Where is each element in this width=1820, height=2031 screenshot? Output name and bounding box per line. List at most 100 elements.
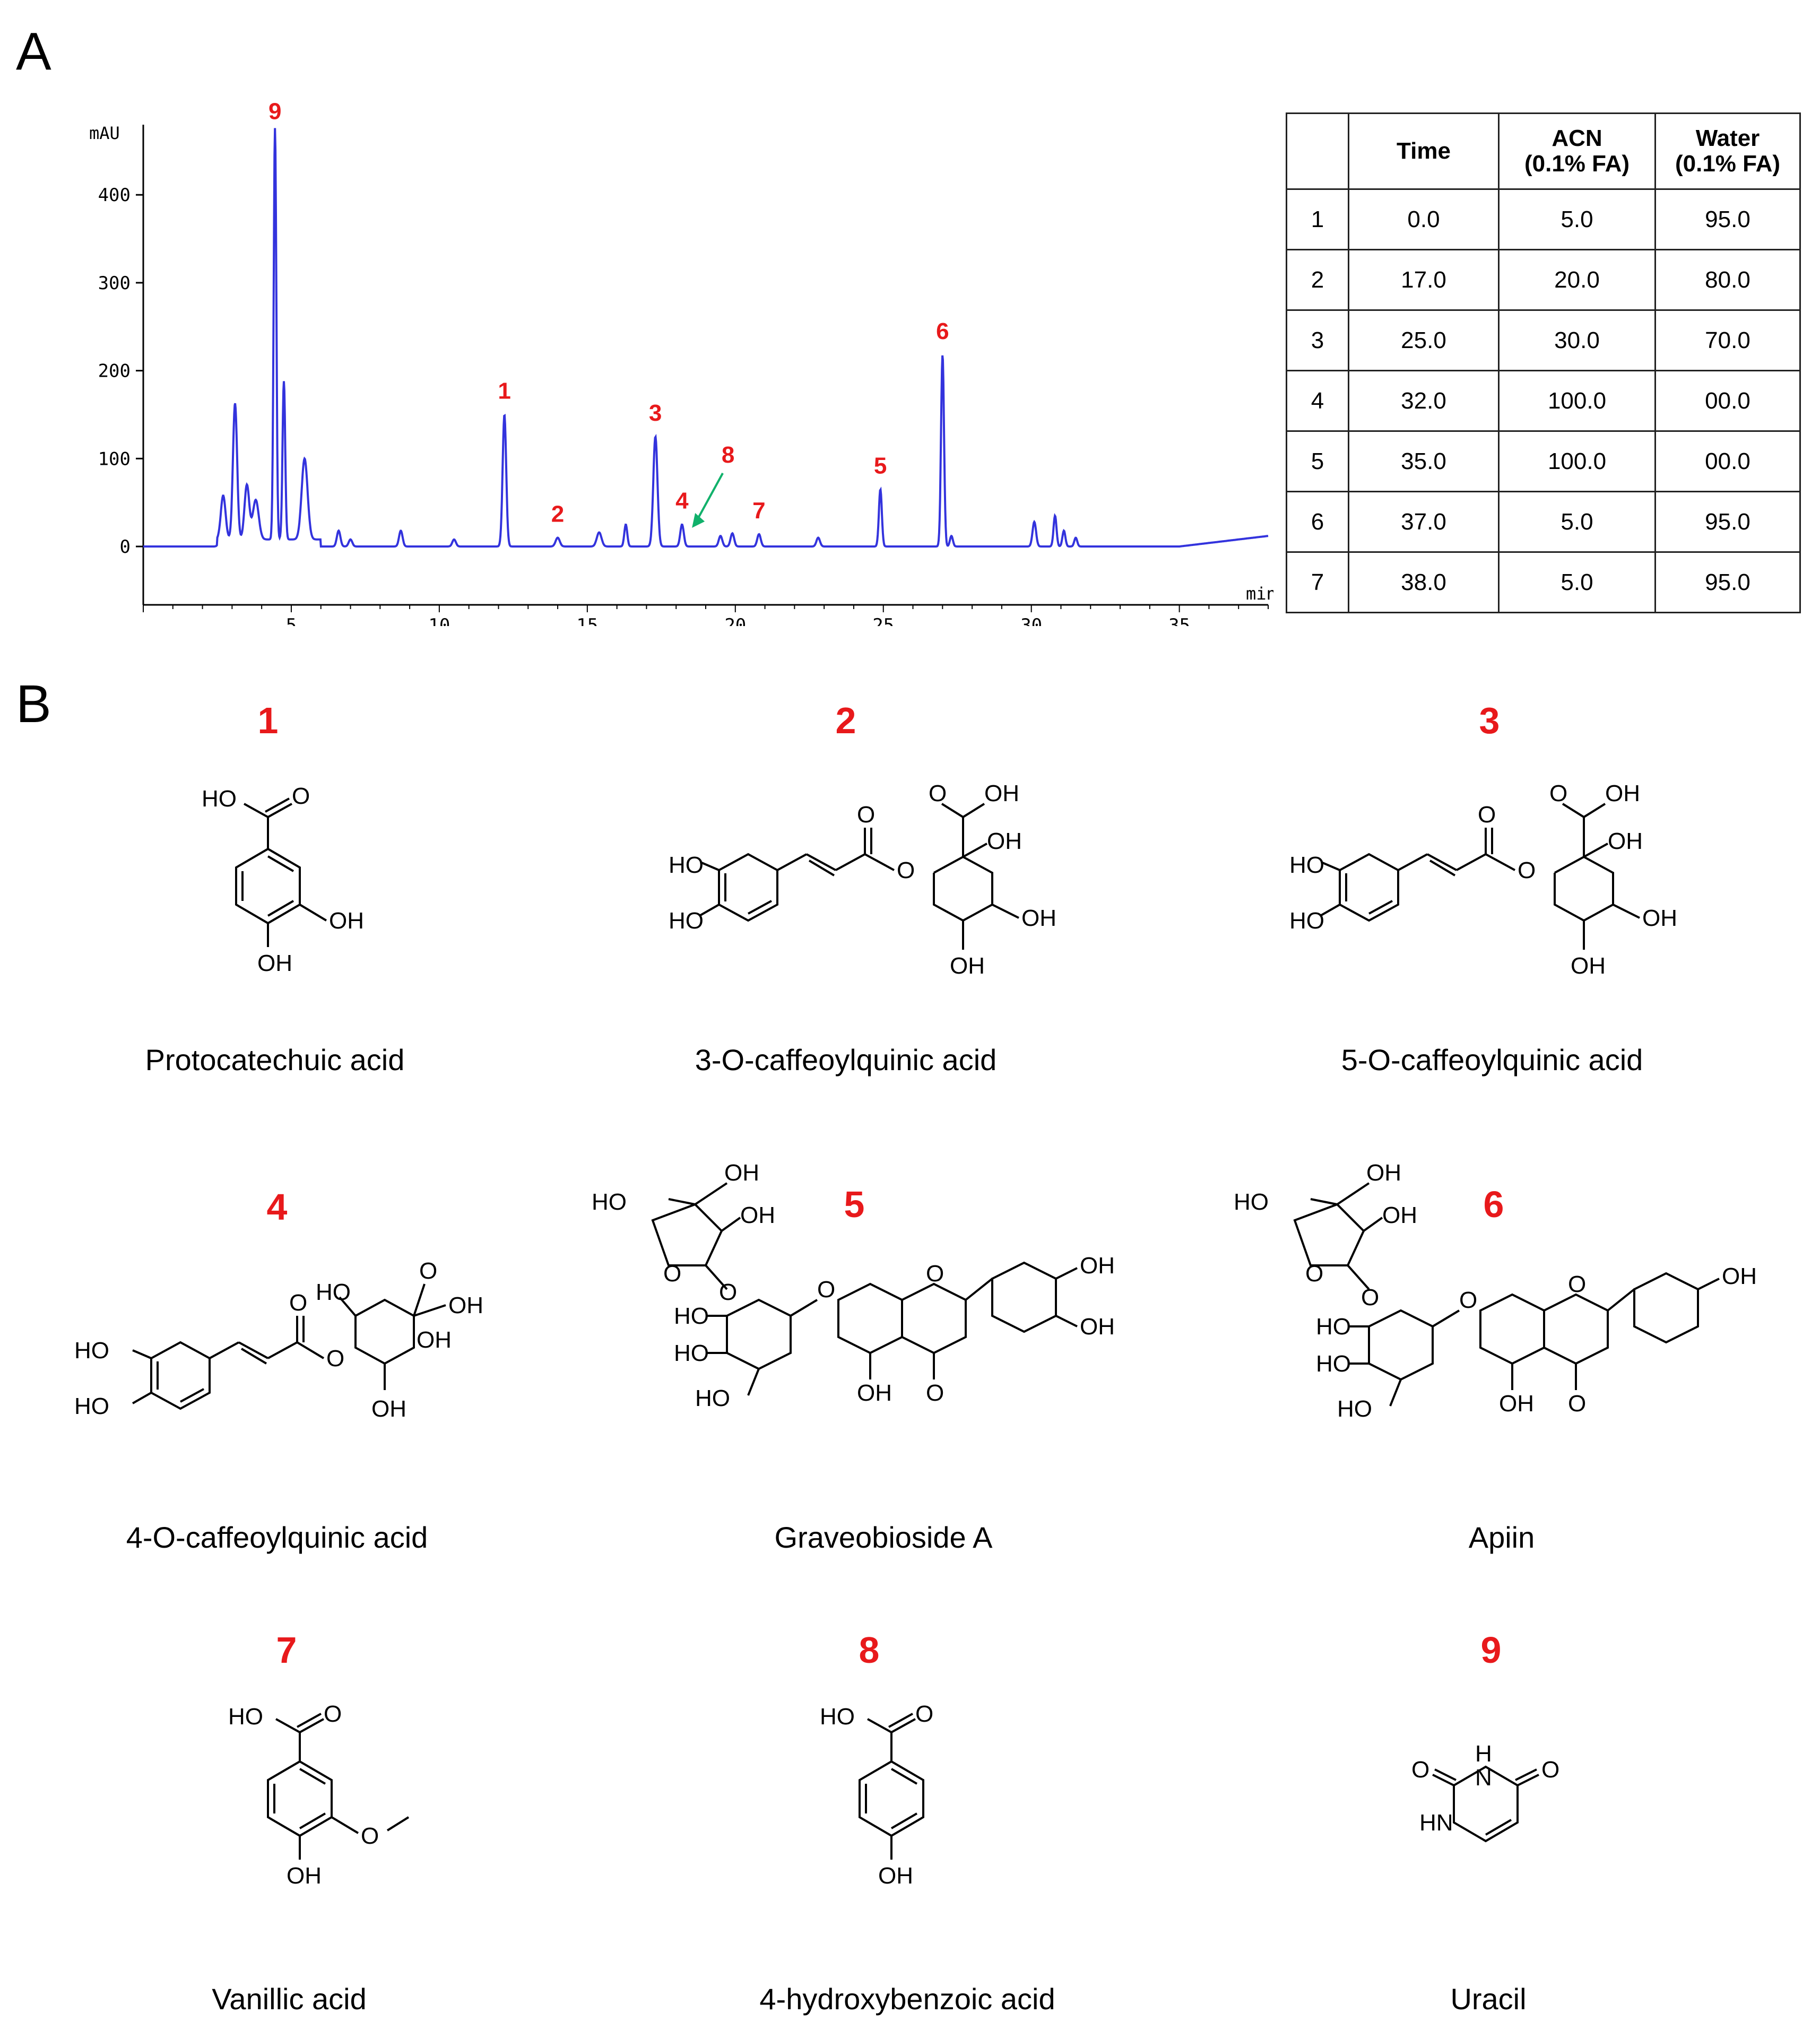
compound-number: 6: [1483, 1184, 1504, 1225]
atom-label: O: [926, 1380, 944, 1406]
atom-label: OH: [1021, 905, 1056, 931]
atom-label: OH: [1571, 953, 1606, 979]
table-cell: 5.0: [1498, 551, 1656, 613]
atom-label: OH: [1605, 780, 1640, 806]
compound-name: Protocatechuic acid: [145, 1043, 405, 1077]
peak-label: 7: [752, 498, 765, 524]
atom-label: O: [1305, 1261, 1323, 1287]
compound-name: Vanillic acid: [212, 1982, 367, 2016]
y-tick-label: 300: [98, 273, 131, 294]
table-cell: 1: [1286, 188, 1349, 250]
x-tick-label: 10: [428, 615, 450, 626]
x-axis-label: min: [1246, 584, 1273, 604]
compound-name: 5-O-caffeoylquinic acid: [1341, 1043, 1643, 1077]
atom-label: O: [817, 1277, 835, 1303]
table-row: 2 17.0 20.0 80.0: [1286, 249, 1801, 311]
y-axis-label: mAU: [89, 123, 120, 143]
table-cell: 37.0: [1348, 491, 1500, 553]
peak-label: 6: [936, 318, 949, 344]
table-cell: 35.0: [1348, 430, 1500, 492]
atom-label: O: [1518, 857, 1536, 883]
table-cell: 3: [1286, 309, 1349, 371]
atom-label: HO: [695, 1385, 730, 1411]
compound-name: Graveobioside A: [774, 1521, 993, 1554]
panel-label-a: A: [16, 22, 51, 81]
table-cell: 80.0: [1654, 249, 1801, 311]
structure-uracil: H N O O HN: [1411, 1741, 1559, 1843]
atom-label: O: [719, 1279, 737, 1305]
table-cell: 0.0: [1348, 188, 1500, 250]
compound-number: 7: [276, 1629, 297, 1671]
atom-label: O: [897, 857, 915, 883]
atom-label: HO: [1289, 852, 1324, 878]
compound-number: 3: [1479, 700, 1500, 741]
y-tick-label: 0: [120, 536, 131, 558]
structure-protocatechuic-acid: HO O OH OH: [202, 783, 364, 976]
table-cell: 32.0: [1348, 370, 1500, 432]
atom-label: HO: [820, 1704, 855, 1730]
table-cell: 5.0: [1498, 188, 1656, 250]
atom-label: HO: [74, 1338, 109, 1364]
atom-label: N: [1475, 1765, 1492, 1791]
atom-label: O: [1568, 1391, 1586, 1417]
table-header-row: Time ACN (0.1% FA) Water (0.1% FA): [1286, 112, 1801, 190]
peak-label: 4: [675, 488, 689, 514]
atom-label: O: [289, 1290, 307, 1316]
atom-label: OH: [371, 1396, 406, 1422]
compound-name: 4-hydroxybenzoic acid: [759, 1982, 1055, 2016]
table-cell: 70.0: [1654, 309, 1801, 371]
atom-label: O: [324, 1701, 342, 1727]
atom-label: HO: [669, 852, 704, 878]
structure-graveobioside-a: HO OH OH O O HO HO HO O O OH O OH OH: [592, 1160, 1115, 1411]
x-tick-label: 5: [286, 615, 297, 626]
atom-label: O: [929, 780, 947, 806]
table-cell: 20.0: [1498, 249, 1656, 311]
table-row: 6 37.0 5.0 95.0: [1286, 491, 1801, 553]
atom-label: O: [915, 1701, 933, 1727]
atom-label: OH: [1366, 1160, 1401, 1186]
peak-label: 5: [874, 453, 887, 479]
table-cell: 95.0: [1654, 551, 1801, 613]
atom-label: O: [663, 1261, 681, 1287]
atom-label: HO: [674, 1303, 709, 1329]
compound-number: 4: [266, 1186, 288, 1228]
atom-label: O: [1361, 1284, 1379, 1310]
atom-label: HO: [1316, 1314, 1351, 1340]
atom-label: O: [1541, 1757, 1559, 1783]
compound-number: 5: [844, 1184, 865, 1225]
atom-label: OH: [1080, 1253, 1115, 1279]
chromatogram-trace: [143, 128, 1269, 548]
atom-label: O: [1568, 1271, 1586, 1297]
table-cell: 30.0: [1498, 309, 1656, 371]
table-cell: 6: [1286, 491, 1349, 553]
atom-label: OH: [987, 828, 1022, 854]
structure-apiin: HO OH OH O O HO HO HO O O OH O OH: [1234, 1160, 1757, 1422]
table-header-time: Time: [1348, 112, 1500, 190]
atom-label: HN: [1419, 1810, 1453, 1836]
atom-label: OH: [740, 1202, 775, 1228]
compound-name: Uracil: [1450, 1982, 1527, 2016]
peak-label: 3: [649, 400, 662, 426]
atom-label: HO: [592, 1189, 627, 1215]
table-cell: 100.0: [1498, 370, 1656, 432]
atom-label: O: [857, 802, 875, 828]
atom-label: OH: [1642, 905, 1677, 931]
chromatogram-chart: mAU min 0 100 200 300 400 5 10 15 20 25 30 35 9 1 2 3 4 8…: [89, 99, 1273, 626]
table-row: 4 32.0 100.0 00.0: [1286, 370, 1801, 432]
atom-label: O: [1478, 802, 1496, 828]
x-tick-label: 25: [872, 615, 894, 626]
panel-label-b: B: [16, 674, 51, 734]
atom-label: HO: [202, 786, 237, 812]
structure-4-hydroxybenzoic-acid: HO O OH: [820, 1701, 933, 1889]
table-cell: 25.0: [1348, 309, 1500, 371]
atom-label: HO: [316, 1279, 351, 1305]
compound-number: 9: [1480, 1629, 1502, 1671]
compound-number: 8: [859, 1629, 880, 1671]
x-tick-label: 20: [724, 615, 746, 626]
atom-label: O: [292, 783, 310, 809]
atom-label: HO: [669, 908, 704, 934]
y-tick-label: 100: [98, 448, 131, 470]
compound-number: 1: [257, 700, 279, 741]
table-header-acn: ACN (0.1% FA): [1498, 112, 1656, 190]
peak-label: 9: [268, 99, 281, 125]
